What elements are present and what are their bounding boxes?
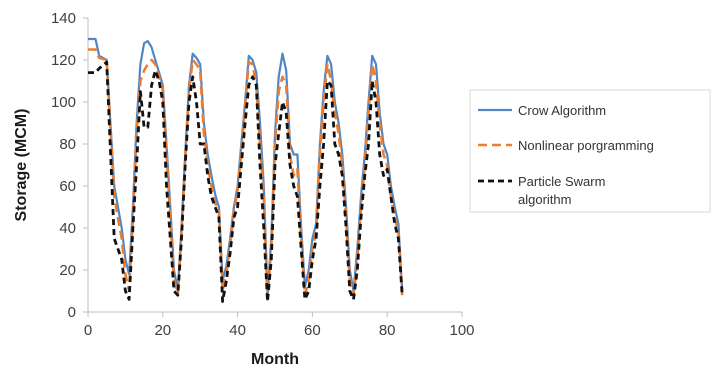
legend-label-line: algorithm bbox=[518, 192, 571, 207]
series-line-crow-algorithm bbox=[88, 37, 404, 297]
y-axis-title: Storage (MCM) bbox=[13, 109, 30, 222]
axes bbox=[87, 18, 462, 313]
legend-label-crow-algorithm: Crow Algorithm bbox=[518, 103, 606, 118]
x-tick-label: 20 bbox=[154, 322, 171, 339]
x-tick-label: 100 bbox=[449, 322, 474, 339]
x-tick-label: 0 bbox=[84, 322, 92, 339]
x-tick-labels: 0 20 40 60 80 100 bbox=[84, 312, 475, 339]
x-axis-title: Month bbox=[251, 351, 299, 368]
x-tick-label: 60 bbox=[304, 322, 321, 339]
y-tick-label: 100 bbox=[51, 94, 76, 111]
series-layer bbox=[88, 37, 404, 303]
legend-label-nonlinear-programming: Nonlinear porgramming bbox=[518, 138, 654, 153]
y-tick-labels: 0 20 40 60 80 100 120 140 bbox=[51, 10, 88, 321]
y-tick-label: 80 bbox=[59, 136, 76, 153]
series-line-particle-swarm bbox=[88, 60, 404, 303]
legend: Crow Algorithm Nonlinear porgramming Par… bbox=[469, 89, 711, 213]
y-tick-label: 60 bbox=[59, 178, 76, 195]
x-tick-label: 40 bbox=[229, 322, 246, 339]
y-tick-label: 40 bbox=[59, 220, 76, 237]
legend-label-particle-swarm: Particle Swarm algorithm bbox=[518, 174, 605, 207]
y-tick-label: 0 bbox=[68, 304, 76, 321]
legend-label-line: Particle Swarm bbox=[518, 174, 605, 189]
x-tick-label: 80 bbox=[379, 322, 396, 339]
y-tick-label: 140 bbox=[51, 10, 76, 27]
y-tick-label: 20 bbox=[59, 262, 76, 279]
y-tick-label: 120 bbox=[51, 52, 76, 69]
series-line-nonlinear-programming bbox=[88, 48, 404, 301]
